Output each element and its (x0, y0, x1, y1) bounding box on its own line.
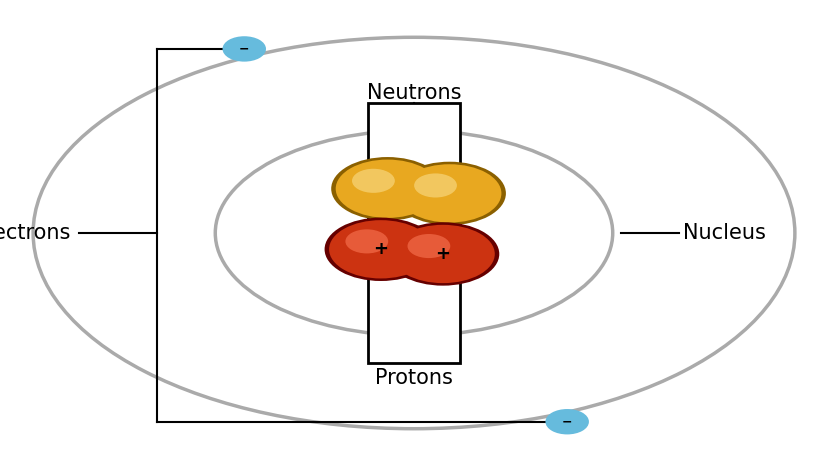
Text: −: − (562, 415, 571, 428)
Circle shape (414, 173, 457, 198)
Text: Neutrons: Neutrons (366, 82, 461, 103)
Text: Protons: Protons (375, 368, 452, 388)
Circle shape (546, 410, 587, 433)
Circle shape (351, 169, 394, 193)
Circle shape (345, 229, 388, 254)
Circle shape (223, 37, 265, 61)
Text: Electrons: Electrons (0, 223, 70, 243)
Bar (368, 103, 459, 363)
Circle shape (335, 159, 439, 218)
Text: Nucleus: Nucleus (682, 223, 765, 243)
Circle shape (397, 164, 501, 223)
Circle shape (390, 225, 495, 283)
Text: −: − (239, 42, 249, 55)
Circle shape (328, 220, 433, 279)
Text: +: + (435, 245, 450, 263)
Circle shape (331, 157, 443, 220)
Circle shape (324, 218, 437, 281)
Text: +: + (373, 240, 388, 258)
Circle shape (407, 234, 450, 258)
Circle shape (386, 222, 499, 286)
Circle shape (393, 162, 505, 225)
